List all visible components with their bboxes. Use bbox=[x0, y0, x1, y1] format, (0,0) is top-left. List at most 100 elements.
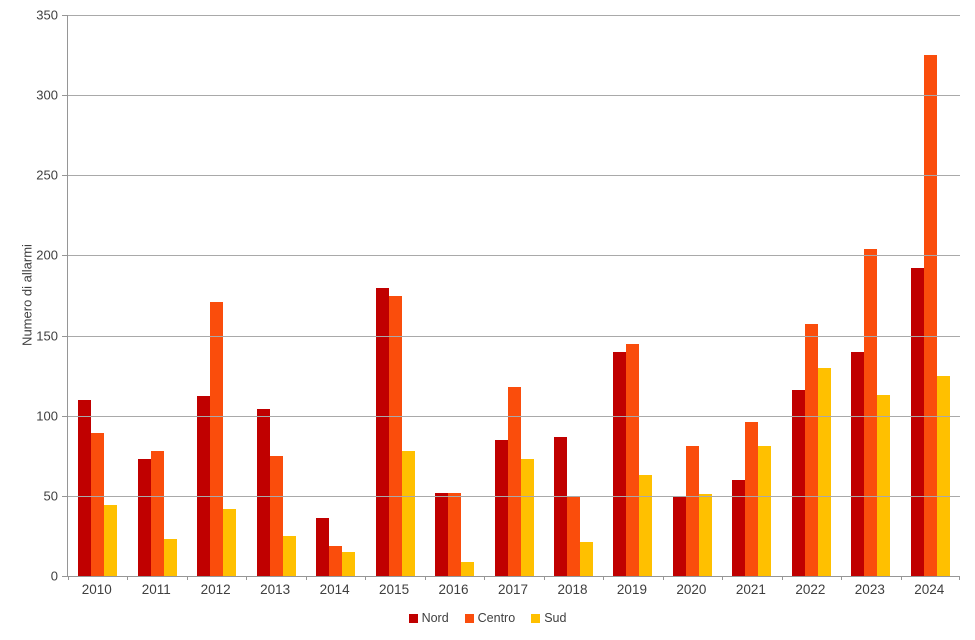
bar-nord-2010 bbox=[78, 399, 92, 576]
x-label-2014: 2014 bbox=[319, 582, 350, 597]
bar-centro-2020 bbox=[685, 446, 699, 576]
bar-group-2018 bbox=[544, 15, 603, 576]
x-tick-mark-4 bbox=[305, 576, 307, 580]
bar-nord-2020 bbox=[672, 495, 686, 576]
legend-label-centro: Centro bbox=[477, 611, 516, 625]
bar-group-2019 bbox=[603, 15, 662, 576]
y-tick-label-150: 150 bbox=[36, 328, 58, 344]
bar-group-2014 bbox=[306, 15, 365, 576]
legend-swatch-centro bbox=[464, 613, 474, 623]
x-tick-mark-10 bbox=[662, 576, 664, 580]
y-tick-label-350: 350 bbox=[36, 7, 58, 23]
x-label-2012: 2012 bbox=[200, 582, 231, 597]
x-tick-mark-9 bbox=[603, 576, 605, 580]
y-tick-mark-0 bbox=[62, 576, 67, 577]
y-tick-label-100: 100 bbox=[36, 408, 58, 424]
x-tick-mark-1 bbox=[127, 576, 129, 580]
x-label-2017: 2017 bbox=[497, 582, 529, 597]
bar-group-2020 bbox=[663, 15, 722, 576]
x-tick-mark-3 bbox=[246, 576, 248, 580]
bar-group-2024 bbox=[901, 15, 960, 576]
y-tick-label-50: 50 bbox=[43, 488, 58, 504]
bar-group-2022 bbox=[782, 15, 841, 576]
gridline-150 bbox=[68, 335, 960, 337]
x-label-2015: 2015 bbox=[379, 582, 410, 597]
bar-centro-2015 bbox=[388, 295, 402, 576]
bar-sud-2012 bbox=[223, 508, 237, 576]
bar-sud-2021 bbox=[758, 446, 772, 576]
legend-item-nord: Nord bbox=[408, 611, 449, 625]
y-tick-mark-300 bbox=[62, 95, 67, 97]
x-label-2010: 2010 bbox=[81, 582, 112, 597]
bar-centro-2018 bbox=[566, 495, 580, 576]
x-label-2020: 2020 bbox=[676, 582, 707, 597]
bar-sud-2011 bbox=[163, 539, 177, 576]
bar-centro-2014 bbox=[329, 545, 343, 576]
gridline-250 bbox=[68, 175, 960, 177]
bar-sud-2019 bbox=[639, 475, 653, 576]
bar-nord-2023 bbox=[851, 351, 865, 576]
legend-swatch-sud bbox=[531, 613, 541, 623]
bar-centro-2021 bbox=[745, 422, 759, 576]
bar-nord-2015 bbox=[375, 287, 389, 576]
y-tick-mark-350 bbox=[62, 15, 67, 16]
y-tick-label-200: 200 bbox=[36, 247, 58, 263]
x-label-2013: 2013 bbox=[260, 582, 291, 597]
gridline-350 bbox=[68, 15, 960, 16]
y-tick-mark-50 bbox=[62, 495, 67, 497]
x-label-2023: 2023 bbox=[854, 582, 885, 597]
legend-item-sud: Sud bbox=[531, 611, 566, 625]
bar-group-2023 bbox=[841, 15, 900, 576]
bar-group-2013 bbox=[246, 15, 305, 576]
x-tick-mark-8 bbox=[543, 576, 545, 580]
bar-sud-2023 bbox=[877, 394, 891, 576]
bar-centro-2016 bbox=[448, 492, 462, 576]
y-tick-mark-250 bbox=[62, 175, 67, 177]
x-label-2016: 2016 bbox=[438, 582, 469, 597]
bar-centro-2023 bbox=[864, 249, 878, 576]
x-tick-mark-13 bbox=[841, 576, 843, 580]
bar-centro-2024 bbox=[923, 55, 937, 576]
bar-sud-2022 bbox=[817, 367, 831, 576]
bar-centro-2022 bbox=[804, 324, 818, 576]
bar-groups bbox=[68, 15, 960, 576]
x-tick-mark-0 bbox=[68, 576, 69, 580]
x-tick-mark-15 bbox=[959, 576, 960, 580]
bar-group-2011 bbox=[127, 15, 186, 576]
bar-nord-2014 bbox=[316, 518, 330, 576]
x-tick-mark-5 bbox=[365, 576, 367, 580]
legend: Nord Centro Sud bbox=[0, 611, 975, 625]
y-tick-mark-150 bbox=[62, 335, 67, 337]
bar-group-2010 bbox=[68, 15, 127, 576]
bar-sud-2014 bbox=[342, 551, 356, 576]
bar-group-2021 bbox=[722, 15, 781, 576]
bar-nord-2022 bbox=[791, 390, 805, 576]
x-label-2022: 2022 bbox=[795, 582, 826, 597]
bar-centro-2011 bbox=[150, 450, 164, 576]
legend-label-nord: Nord bbox=[421, 611, 449, 625]
bar-group-2017 bbox=[484, 15, 543, 576]
bar-nord-2024 bbox=[910, 268, 924, 576]
bar-sud-2010 bbox=[104, 505, 118, 576]
x-tick-mark-6 bbox=[424, 576, 426, 580]
bar-nord-2017 bbox=[494, 439, 508, 576]
bar-sud-2024 bbox=[936, 375, 950, 576]
bar-nord-2011 bbox=[137, 459, 151, 576]
x-tick-mark-7 bbox=[484, 576, 486, 580]
bar-sud-2018 bbox=[579, 542, 593, 576]
bar-nord-2013 bbox=[256, 409, 270, 576]
x-tick-mark-11 bbox=[722, 576, 724, 580]
x-tick-mark-2 bbox=[186, 576, 188, 580]
x-axis-labels: 2010 2011 2012 2013 2014 2015 2016 2017 2018 2019… bbox=[67, 582, 959, 597]
bar-centro-2012 bbox=[210, 301, 224, 576]
y-tick-label-250: 250 bbox=[36, 167, 58, 183]
y-tick-mark-200 bbox=[62, 255, 67, 257]
gridline-200 bbox=[68, 255, 960, 257]
bar-centro-2013 bbox=[269, 455, 283, 576]
bar-group-2015 bbox=[365, 15, 424, 576]
gridline-50 bbox=[68, 495, 960, 497]
bar-centro-2017 bbox=[507, 386, 521, 576]
bar-sud-2015 bbox=[401, 450, 415, 576]
y-tick-label-0: 0 bbox=[50, 568, 58, 584]
